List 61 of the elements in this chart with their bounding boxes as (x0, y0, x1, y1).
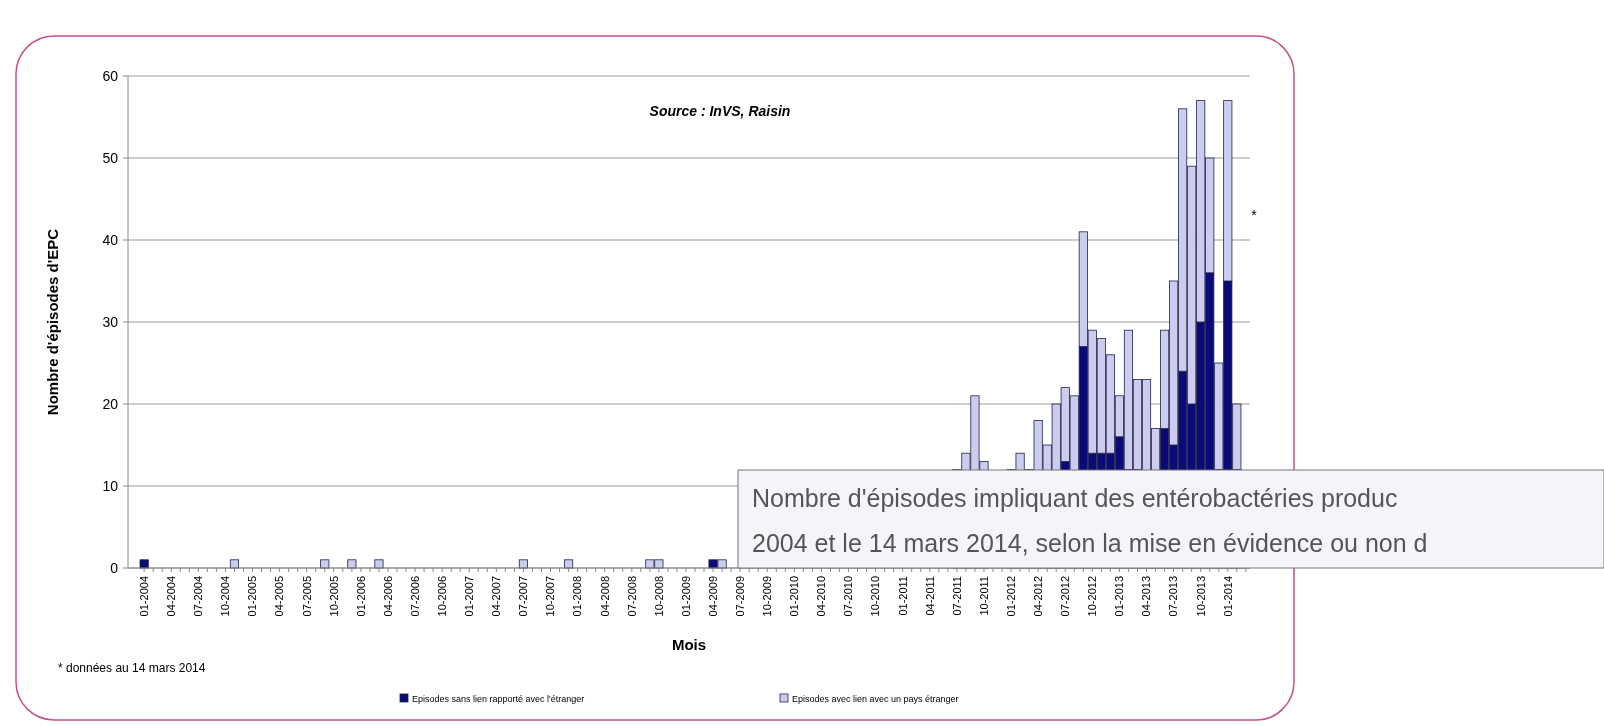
bar (347, 559, 357, 569)
x-tick-label: 04-2007 (490, 576, 503, 617)
x-tick-label: 10-2009 (761, 576, 774, 617)
x-tick-label: 01-2007 (463, 576, 476, 617)
x-tick-label: 10-2013 (1194, 576, 1207, 617)
x-tick-label: 01-2008 (571, 576, 584, 617)
annotation: Nombre d'épisodes impliquant des entérobactéries produc (752, 484, 1398, 512)
x-tick-label: 04-2009 (706, 576, 719, 617)
x-tick-label: 01-2005 (246, 576, 259, 617)
y-tick-label: 60 (102, 67, 119, 84)
y-tick-label: 30 (102, 313, 119, 330)
x-tick-label: 10-2012 (1086, 576, 1099, 617)
x-tick-label: 01-2009 (679, 576, 692, 617)
x-tick-label: 01-2014 (1221, 576, 1234, 617)
x-tick-label: 01-2010 (788, 576, 801, 617)
legend-label: Episodes avec lien avec un pays étranger (792, 694, 959, 704)
x-tick-label: 10-2011 (977, 576, 990, 616)
x-tick-label: 07-2005 (300, 576, 313, 617)
x-tick-label: 04-2008 (598, 576, 611, 617)
x-tick-label: 10-2007 (544, 576, 557, 617)
y-axis-title: Nombre d'épisodes d'EPC (44, 228, 61, 416)
x-tick-label: 10-2008 (652, 576, 665, 617)
x-tick-label: 07-2004 (192, 576, 205, 617)
y-tick-label: 20 (102, 395, 119, 412)
x-tick-label: 04-2013 (1140, 576, 1153, 617)
y-tick-label: 50 (102, 149, 119, 166)
bar (320, 559, 330, 569)
x-tick-label: 07-2009 (734, 576, 746, 617)
x-tick-label: 04-2006 (381, 576, 394, 617)
x-tick-label: 07-2011 (950, 576, 963, 616)
y-tick-label: 10 (102, 477, 119, 494)
x-tick-label: 10-2005 (327, 576, 340, 617)
x-tick-label: 01-2004 (138, 576, 150, 617)
legend-label: Episodes sans lien rapporté avec l'étranger (412, 694, 585, 704)
annotation: 2004 et le 14 mars 2014, selon la mise en évidence ou non d (752, 529, 1428, 557)
x-tick-label: 01-2006 (354, 576, 367, 617)
x-tick-label: 04-2012 (1032, 576, 1044, 617)
x-tick-label: 04-2011 (923, 576, 936, 616)
x-tick-label: 07-2010 (842, 576, 855, 617)
y-tick-label: 0 (110, 559, 119, 576)
text: * données au 14 mars 2014 (58, 661, 206, 675)
x-tick-label: 04-2004 (165, 576, 178, 617)
x-tick-label: 07-2013 (1167, 576, 1180, 617)
x-tick-label: 04-2010 (815, 576, 828, 617)
x-tick-label: 07-2008 (625, 576, 638, 617)
x-tick-label: 07-2007 (517, 576, 530, 617)
x-tick-label: 07-2006 (408, 576, 421, 617)
bar (374, 559, 384, 569)
x-tick-label: 10-2004 (219, 576, 232, 617)
x-tick-label: 07-2012 (1059, 576, 1072, 617)
annotation: Source : InVS, Raisin (649, 103, 791, 119)
x-tick-label: 01-2012 (1004, 576, 1017, 617)
x-tick-label: 10-2010 (869, 576, 882, 617)
x-tick-label: 01-2013 (1113, 576, 1126, 617)
text: * (1251, 207, 1258, 223)
y-tick-label: 40 (102, 231, 119, 248)
x-tick-label: 10-2006 (436, 576, 448, 617)
x-tick-label: 04-2005 (273, 576, 286, 617)
x-tick-label: 01-2011 (896, 576, 909, 616)
x-axis-title: Mois (671, 636, 707, 653)
bar (139, 559, 149, 569)
